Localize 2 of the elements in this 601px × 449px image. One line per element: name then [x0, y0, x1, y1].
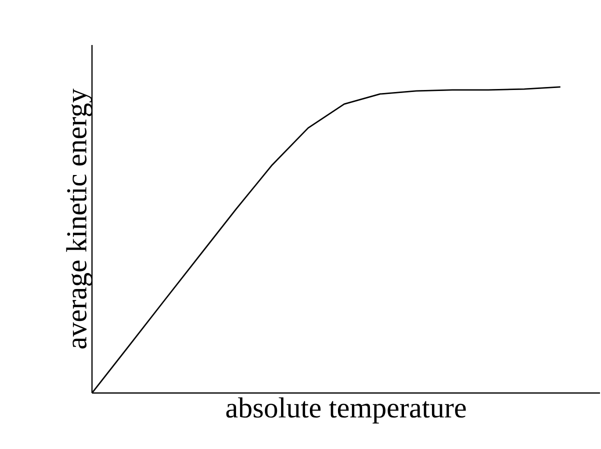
x-axis-title: absolute temperature: [226, 397, 466, 424]
y-axis-title: average kinetic energy: [66, 88, 92, 348]
